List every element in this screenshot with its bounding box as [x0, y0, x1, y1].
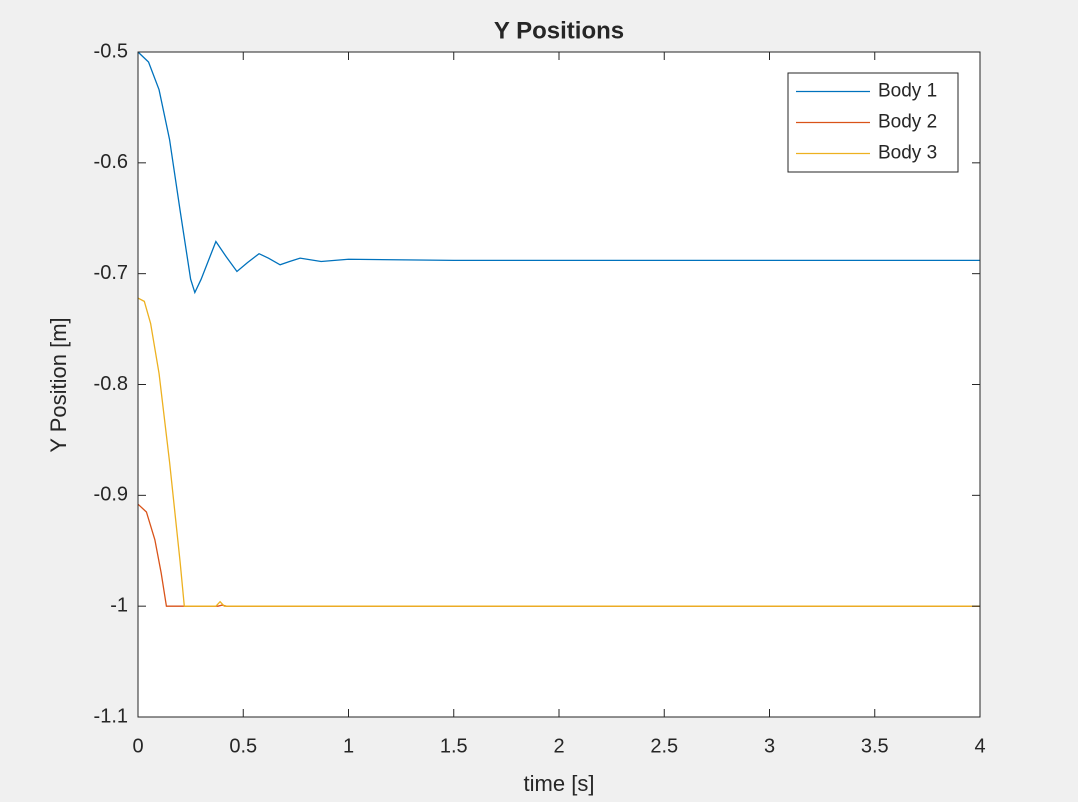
legend-label: Body 1 [878, 81, 937, 102]
y-axis-label: Y Position [m] [46, 317, 71, 452]
x-tick-label: 1.5 [440, 735, 468, 757]
legend-label: Body 3 [878, 143, 937, 164]
y-tick-label: -0.9 [94, 484, 128, 506]
x-tick-label: 3 [764, 735, 775, 757]
y-tick-label: -0.7 [94, 262, 128, 284]
x-tick-label: 2.5 [650, 735, 678, 757]
legend-label: Body 2 [878, 112, 937, 133]
x-tick-label: 1 [343, 735, 354, 757]
x-tick-label: 2 [553, 735, 564, 757]
x-axis-label: time [s] [524, 771, 595, 796]
y-tick-label: -0.6 [94, 151, 128, 173]
x-tick-label: 4 [974, 735, 985, 757]
y-tick-label: -0.8 [94, 373, 128, 395]
chart-title: Y Positions [494, 17, 624, 44]
x-tick-label: 0 [132, 735, 143, 757]
x-tick-label: 0.5 [229, 735, 257, 757]
y-tick-label: -1 [110, 594, 128, 616]
x-tick-label: 3.5 [861, 735, 889, 757]
y-tick-label: -0.5 [94, 40, 128, 62]
y-tick-label: -1.1 [94, 705, 128, 727]
data-line [137, 297, 980, 607]
data-line [137, 51, 980, 295]
